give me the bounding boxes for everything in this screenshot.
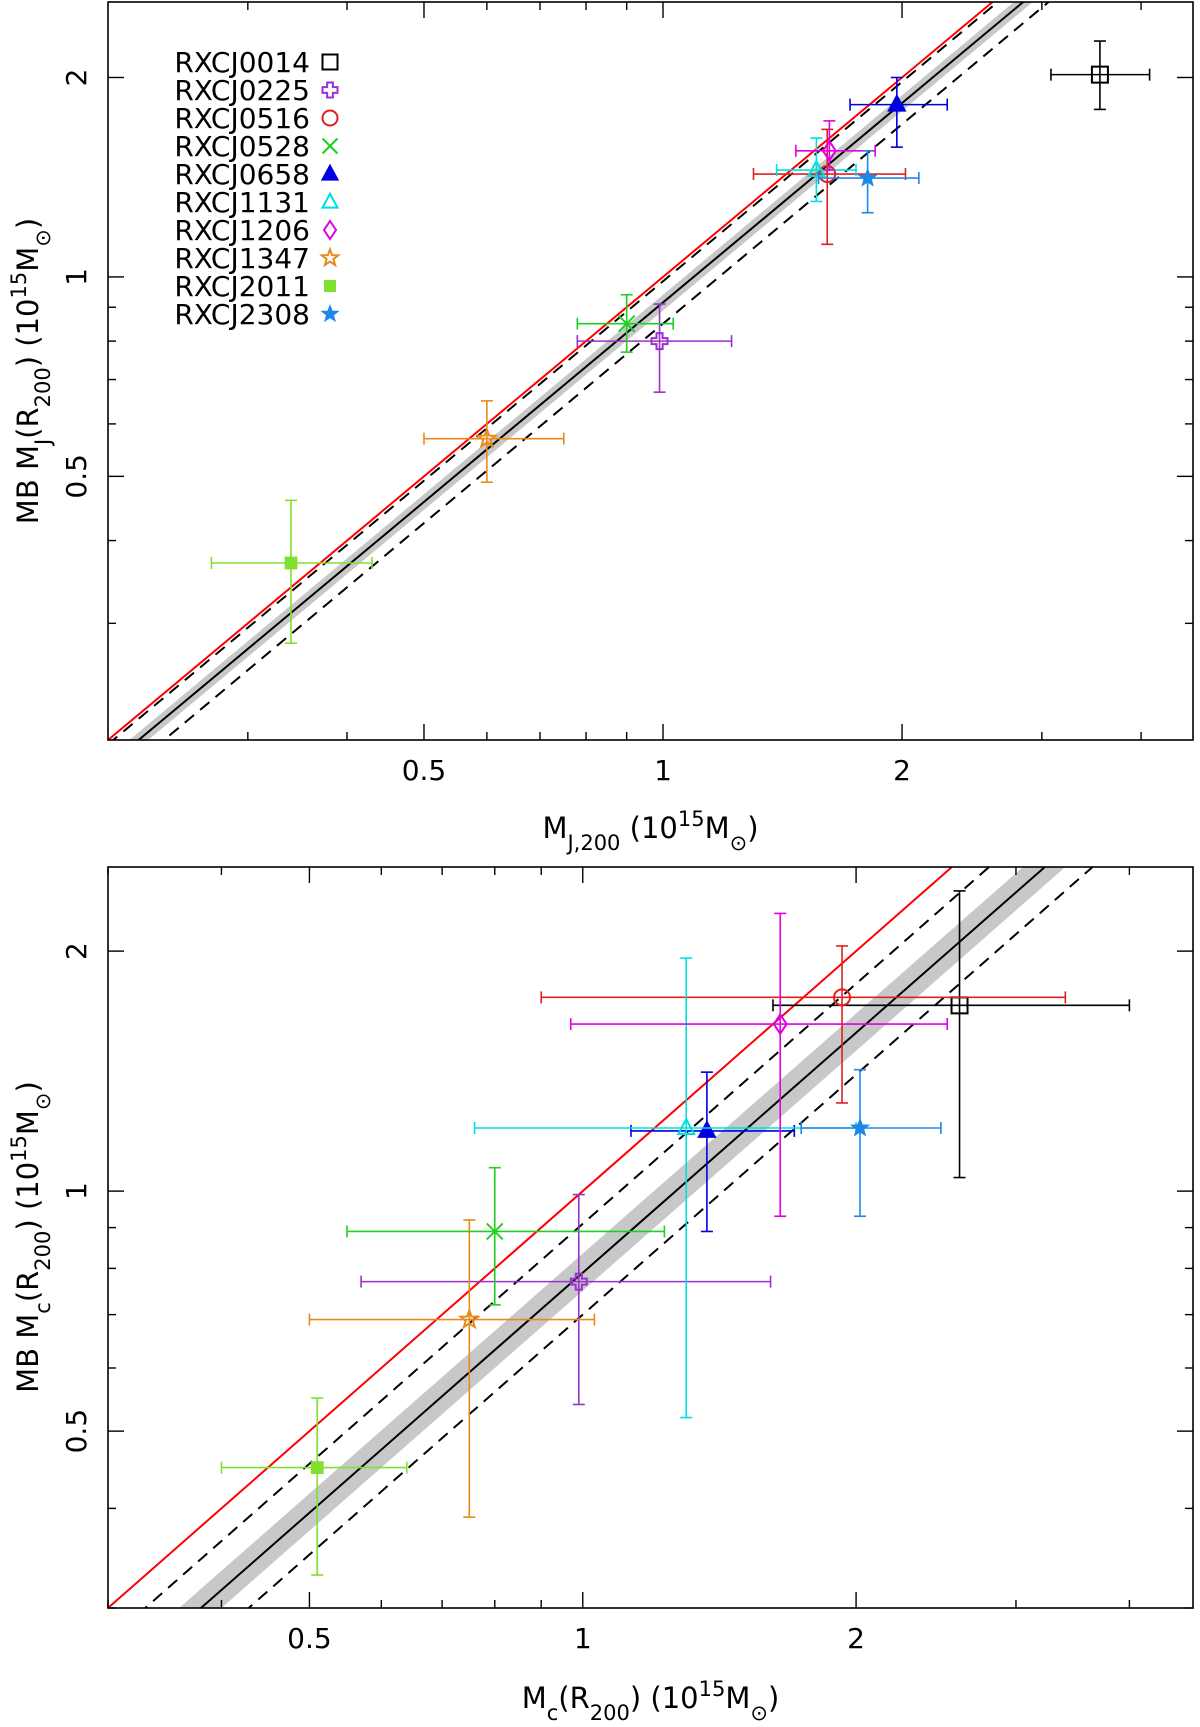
y-tick-label: 1 (60, 268, 93, 286)
bottom-point-RXCJ2308 (800, 1068, 942, 1218)
y-tick-label: 0.5 (60, 1409, 93, 1454)
top-point-RXCJ0225 (576, 303, 733, 393)
y-tick-label: 0.5 (60, 454, 93, 499)
y-tick-label: 1 (60, 1182, 93, 1200)
top-point-RXCJ2011 (210, 499, 373, 644)
rxcj0658-legend-icon (320, 163, 340, 181)
top-fit-line (137, 2, 1025, 740)
rxcj0528-marker-icon (617, 314, 636, 333)
rxcj0516-legend-icon (321, 109, 339, 127)
rxcj1131-marker-icon (806, 159, 827, 178)
top-plot-frame (107, 1, 1194, 741)
rxcj0014-legend-icon (321, 53, 339, 71)
top-point-RXCJ2308 (817, 150, 920, 214)
bottom-fit-upper-line (143, 867, 991, 1608)
x-tick-label: 0.5 (402, 754, 447, 787)
bottom-x-axis-title: Mc(R200) (1015M⊙) (522, 1677, 780, 1725)
legend-label: RXCJ1347 (174, 242, 310, 275)
bottom-y-axis-title: MB Mc(R200) (1015M⊙) (7, 1081, 55, 1393)
rxcj1347-legend-icon (319, 246, 341, 268)
rxcj2308-legend-icon (320, 303, 340, 323)
rxcj0225-marker-icon (569, 1272, 588, 1291)
top-point-RXCJ1347 (423, 400, 565, 483)
legend-label: RXCJ0225 (174, 74, 310, 107)
top-point-RXCJ1131 (775, 137, 857, 203)
top-point-RXCJ0658 (849, 76, 949, 148)
rxcj2011-marker-icon (284, 556, 298, 570)
bottom-point-RXCJ0225 (360, 1193, 772, 1406)
x-tick-label: 1 (654, 754, 672, 787)
bottom-point-RXCJ1131 (473, 957, 857, 1419)
x-tick-label: 2 (847, 1622, 865, 1655)
rxcj1347-marker-icon (475, 426, 499, 449)
rxcj1131-legend-icon (320, 191, 340, 209)
top-point-RXCJ1206 (795, 120, 876, 171)
rxcj0014-marker-icon (1090, 65, 1109, 84)
bottom-plot-area (108, 867, 1131, 1608)
bottom-fit-line (199, 867, 1047, 1608)
top-fit-lower-line (162, 2, 1051, 740)
bottom-point-RXCJ1347 (308, 1219, 596, 1518)
legend: RXCJ0014RXCJ0225RXCJ0516RXCJ0528RXCJ0658… (174, 46, 341, 331)
bottom-point-RXCJ0528 (346, 1166, 666, 1306)
rxcj0225-marker-icon (650, 332, 669, 351)
rxcj0225-legend-icon (321, 81, 339, 99)
y-tick-label: 2 (60, 69, 93, 87)
rxcj2011-marker-icon (310, 1461, 324, 1475)
rxcj1347-marker-icon (457, 1307, 481, 1330)
bottom-fit-lower-line (247, 867, 1095, 1608)
legend-label: RXCJ0516 (174, 102, 310, 135)
legend-label: RXCJ2011 (174, 270, 310, 303)
top-panel: 0.5 1 2 0.5 1 2 MJ,200 (1015M⊙) MB MJ(R200) (10… (7, 1, 1194, 855)
legend-label: RXCJ1131 (174, 186, 310, 219)
top-point-RXCJ0014 (1050, 40, 1151, 111)
top-y-axis-title: MB MJ(R200) (1015M⊙) (7, 218, 55, 524)
rxcj0516-marker-icon (833, 988, 852, 1007)
rxcj1206-marker-icon (772, 1012, 788, 1036)
rxcj2308-marker-icon (849, 1117, 871, 1137)
legend-label: RXCJ0014 (174, 46, 310, 79)
rxcj0658-marker-icon (887, 93, 907, 112)
rxcj0528-marker-icon (486, 1222, 504, 1241)
rxcj2308-marker-icon (857, 167, 878, 187)
legend-label: RXCJ0528 (174, 130, 310, 163)
top-one-to-one-line (108, 2, 995, 740)
x-tick-label: 2 (893, 754, 911, 787)
legend-label: RXCJ1206 (174, 214, 310, 247)
bottom-point-RXCJ2011 (220, 1397, 408, 1576)
top-x-axis-title: MJ,200 (1015M⊙) (542, 807, 758, 855)
top-point-RXCJ0528 (576, 293, 675, 353)
rxcj0658-marker-icon (697, 1119, 717, 1138)
top-plot-area (108, 2, 1151, 740)
top-point-RXCJ0516 (752, 128, 907, 246)
legend-label: RXCJ2308 (174, 298, 310, 331)
rxcj0528-legend-icon (321, 137, 339, 155)
legend-label: RXCJ0658 (174, 158, 310, 191)
y-tick-label: 2 (60, 942, 93, 960)
rxcj2011-legend-icon (324, 280, 336, 292)
rxcj1206-legend-icon (322, 219, 338, 241)
bottom-point-RXCJ0658 (630, 1071, 796, 1233)
top-fit-upper-line (111, 2, 1000, 740)
rxcj1131-marker-icon (676, 1117, 696, 1135)
bottom-point-RXCJ1206 (569, 912, 949, 1218)
bottom-panel: 0.5 1 2 0.5 1 2 Mc(R200) (1015M⊙) MB Mc(R200) (… (7, 866, 1194, 1725)
bottom-plot-frame (107, 866, 1194, 1609)
rxcj1206-marker-icon (821, 139, 837, 163)
x-tick-label: 0.5 (287, 1622, 332, 1655)
x-tick-label: 1 (574, 1622, 592, 1655)
